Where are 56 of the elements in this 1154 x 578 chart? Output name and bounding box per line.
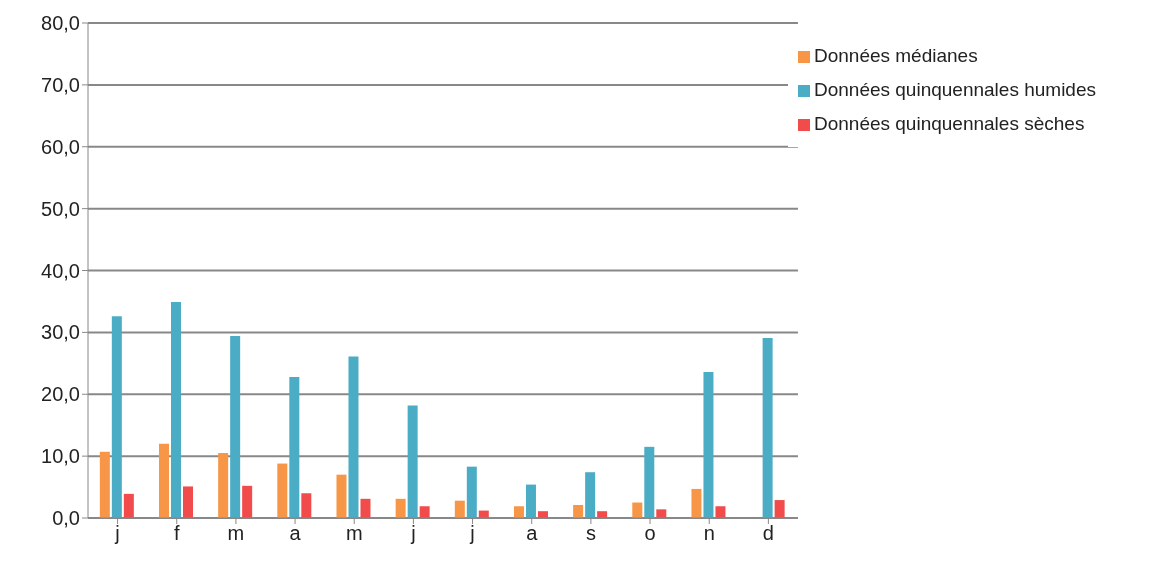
bar <box>242 485 253 518</box>
y-tick-label: 0,0 <box>52 507 80 530</box>
y-tick-label: 80,0 <box>41 12 80 35</box>
bar <box>419 506 430 518</box>
x-tick-label: a <box>526 522 539 545</box>
bar <box>703 371 714 518</box>
bar <box>774 500 785 518</box>
bar <box>171 302 181 518</box>
bar <box>289 376 300 518</box>
x-tick-label: j <box>114 522 120 545</box>
bar <box>123 493 134 518</box>
bar <box>99 451 110 518</box>
bar <box>466 466 477 518</box>
bar <box>111 316 122 518</box>
x-tick-label: m <box>345 522 363 545</box>
y-tick-label: 50,0 <box>41 197 80 220</box>
bar <box>656 509 667 518</box>
bar <box>454 500 465 518</box>
bar <box>395 498 406 518</box>
x-tick-label: j <box>469 522 475 545</box>
x-tick-label: a <box>289 522 302 545</box>
legend-label: Données quinquennales humides <box>813 79 1096 100</box>
y-tick-label: 10,0 <box>41 445 80 468</box>
legend-label: Données quinquennales sèches <box>813 113 1085 134</box>
legend-label: Données médianes <box>813 45 978 66</box>
bar <box>585 472 596 518</box>
x-tick-label: f <box>173 522 180 545</box>
bar <box>277 463 288 518</box>
bar <box>348 356 359 518</box>
x-tick-label: n <box>703 522 715 545</box>
y-tick-label: 20,0 <box>41 383 80 406</box>
bar <box>715 506 726 518</box>
y-tick-label: 40,0 <box>41 259 80 282</box>
bar <box>360 498 371 518</box>
bar <box>230 336 241 518</box>
x-tick-label: s <box>585 522 596 545</box>
bar <box>525 484 536 518</box>
bar <box>336 474 347 518</box>
bar <box>691 488 702 518</box>
y-tick-label: 30,0 <box>41 321 80 344</box>
y-tick-label: 70,0 <box>41 73 80 96</box>
bar <box>573 505 584 518</box>
x-tick-label: d <box>762 522 774 545</box>
bar <box>301 493 312 518</box>
bar <box>159 443 169 518</box>
x-tick-label: m <box>227 522 245 545</box>
bar <box>632 502 643 518</box>
bar <box>762 337 773 518</box>
bar <box>513 506 524 518</box>
bar <box>183 486 193 518</box>
bar <box>644 446 655 518</box>
x-tick-label: j <box>410 522 416 545</box>
x-tick-label: o <box>644 522 656 545</box>
bar <box>407 405 418 518</box>
bar <box>218 453 229 518</box>
y-tick-label: 60,0 <box>41 135 80 158</box>
